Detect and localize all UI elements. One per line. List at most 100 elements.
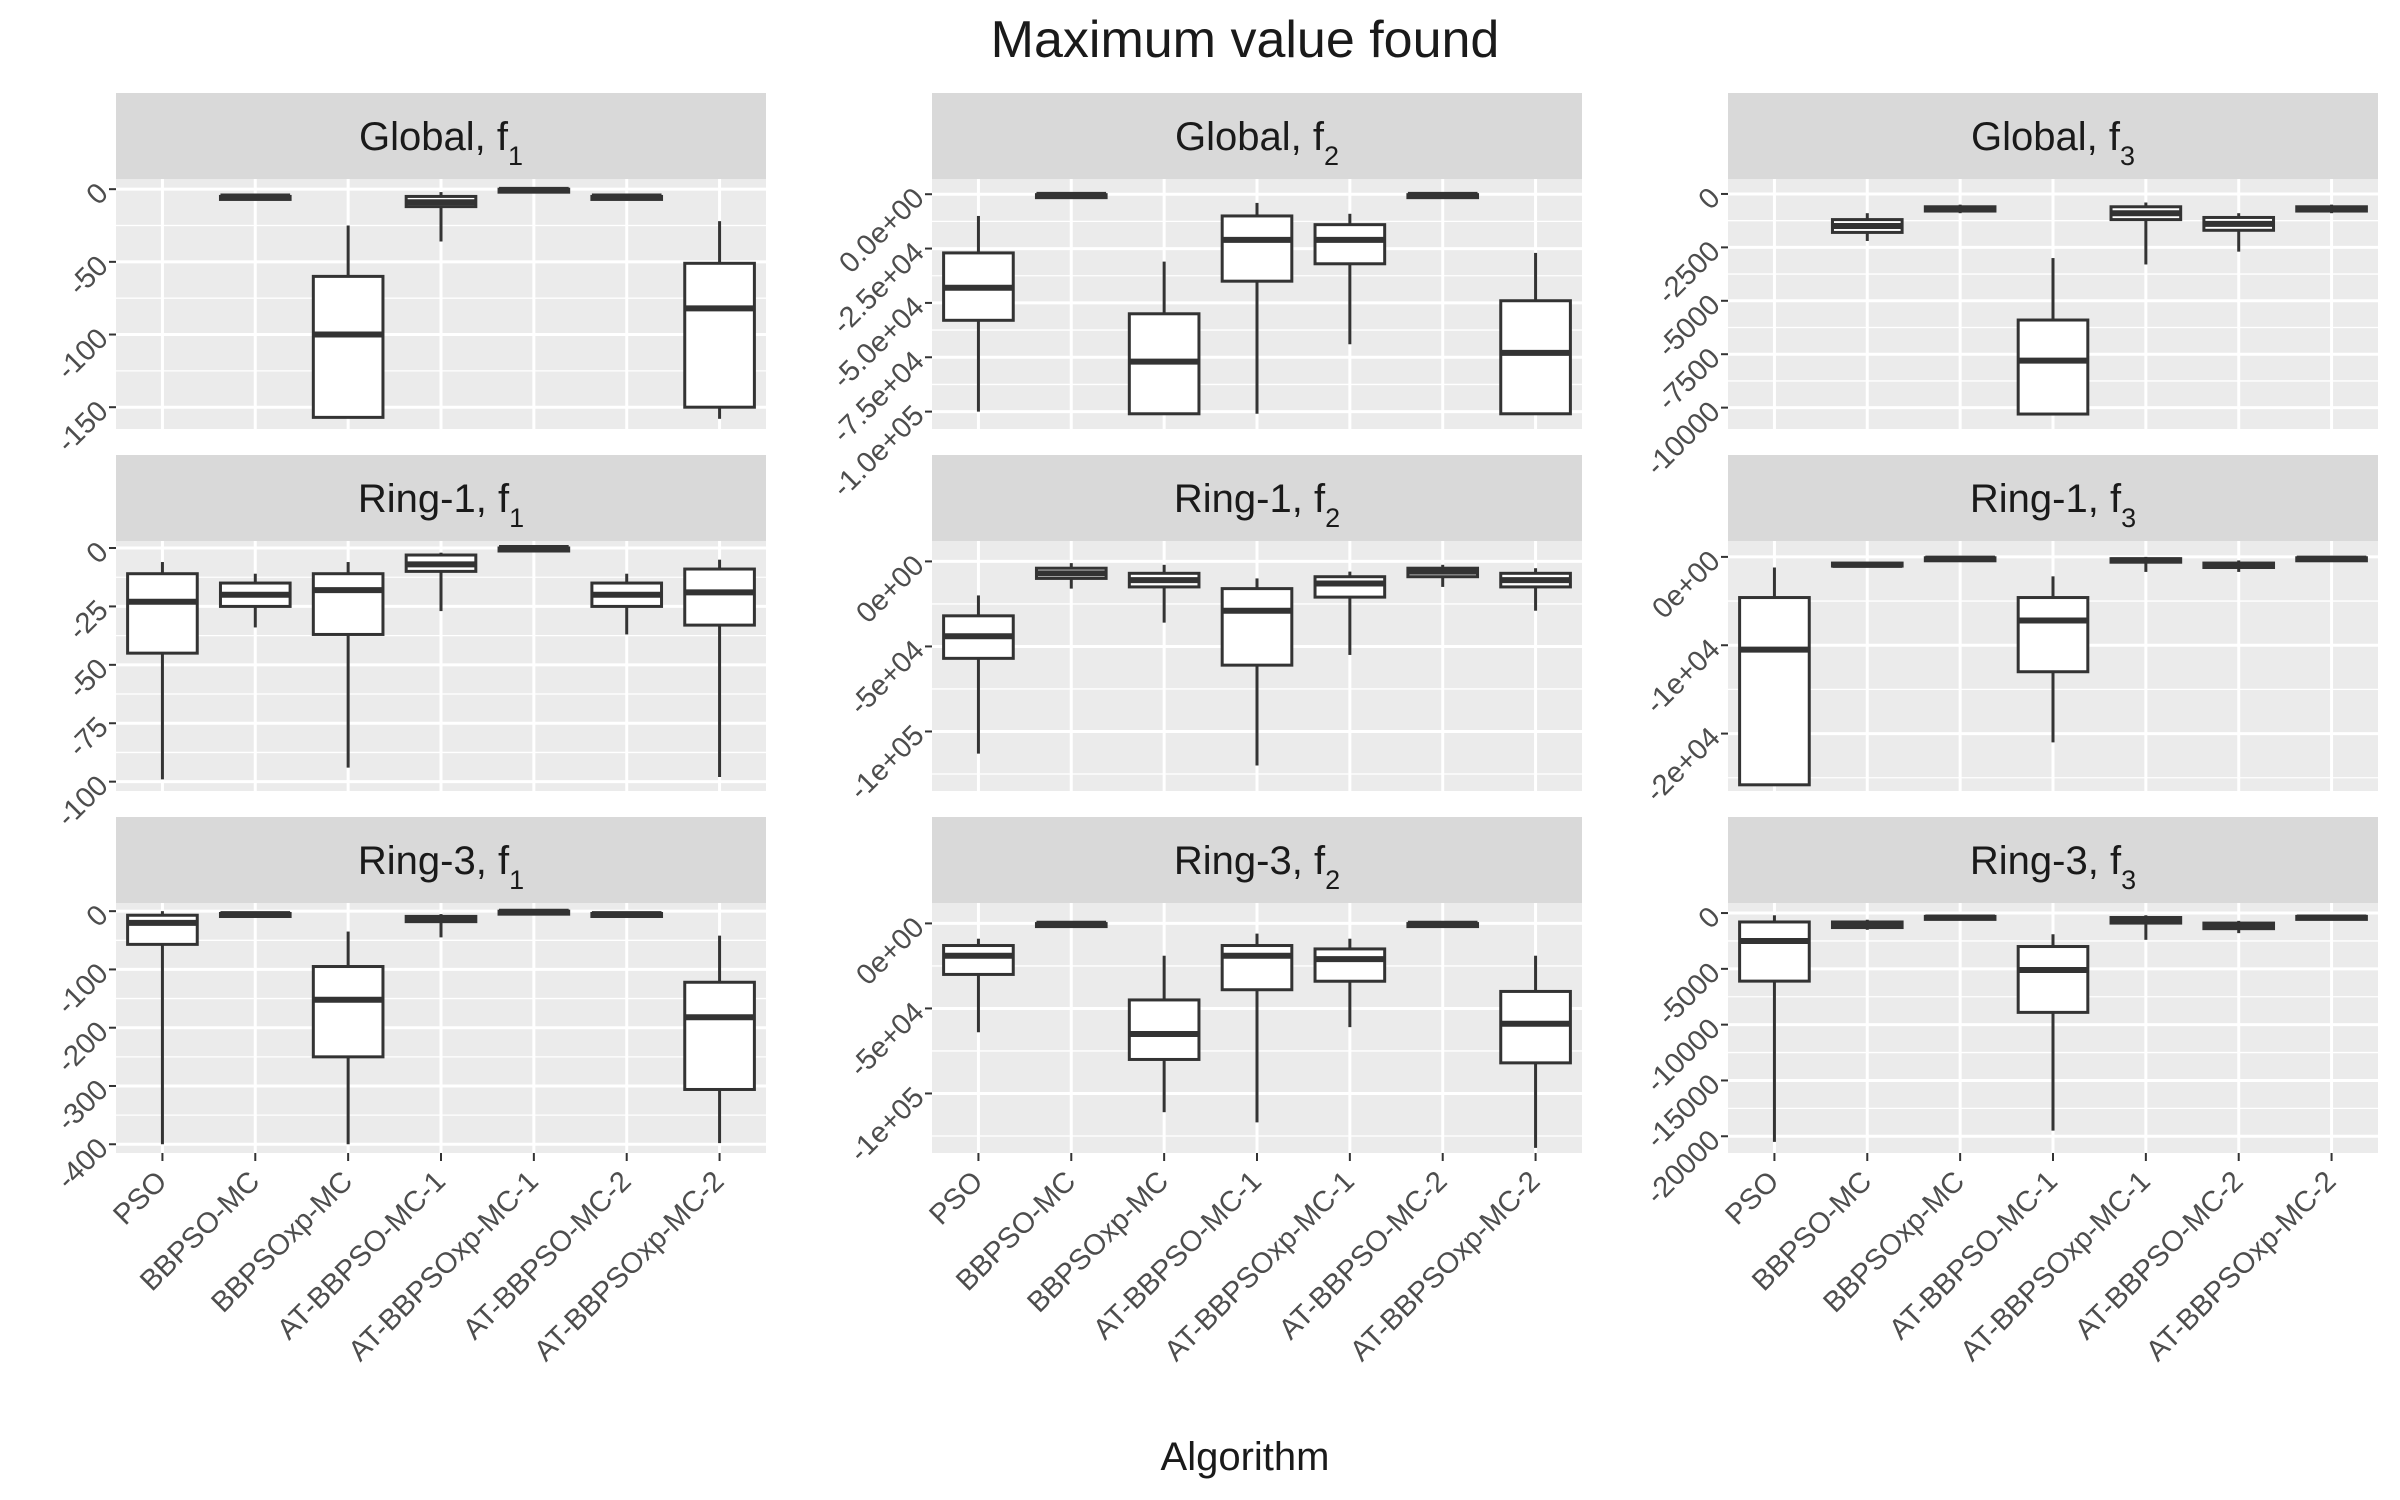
box-iqr [2016,945,2090,1014]
box-at-bbpso-mc-2 [590,573,664,635]
box-bbpsoxp-mc [1923,555,1997,563]
facet-strip [116,93,766,179]
box-bbpsoxp-mc [1923,204,1997,214]
y-tick-label: -1e+05 [844,719,931,806]
box-iqr [2016,596,2090,674]
box-bbpsoxp-mc [1127,261,1201,416]
box-at-bbpsoxp-mc-1 [2109,556,2183,572]
box-at-bbpsoxp-mc-2 [1499,252,1572,416]
facet-panel: Ring-3, f20e+00-5e+04-1e+05PSOBBPSO-MCBB… [844,817,1582,1368]
box-at-bbpso-mc-2 [1406,564,1480,587]
box-bbpso-mc [1830,213,1904,241]
x-tick-label: AT-BBPSO-MC-1 [271,1165,452,1346]
box-at-bbpso-mc-1 [1220,202,1294,414]
box-iqr [683,567,756,627]
box-at-bbpsoxp-mc-2 [683,221,756,419]
box-iqr [126,572,199,655]
x-tick-label: AT-BBPSO-MC-2 [457,1165,638,1346]
box-bbpso-mc [218,911,292,918]
x-tick-label: AT-BBPSO-MC-2 [2069,1165,2250,1346]
y-tick-label: -25 [62,594,114,646]
box-at-bbpsoxp-mc-2 [683,559,756,777]
box-iqr [1499,989,1572,1065]
x-tick-label: PSO [923,1165,989,1231]
box-at-bbpso-mc-1 [404,552,478,612]
box-pso [942,215,1015,412]
y-tick-label: -75 [62,711,114,763]
box-at-bbpso-mc-1 [404,192,478,242]
box-bbpso-mc [1034,191,1108,200]
y-tick-label: -10000 [1640,396,1726,482]
box-at-bbpsoxp-mc-2 [2295,204,2368,214]
box-bbpsoxp-mc [311,225,385,419]
y-tick-label: -2e+04 [1640,722,1727,809]
y-tick-label: 0 [1693,182,1727,216]
x-tick-label: AT-BBPSO-MC-1 [1883,1165,2064,1346]
y-tick-label: -100 [51,770,115,834]
x-tick-label: AT-BBPSO-MC-2 [1273,1165,1454,1346]
box-at-bbpsoxp-mc-1 [2109,202,2183,265]
box-bbpso-mc [218,573,292,628]
x-tick-label: PSO [107,1165,173,1231]
y-tick-label: -200 [51,1016,115,1080]
facet-strip [116,817,766,903]
box-bbpso-mc [1830,561,1904,568]
facet-strip [932,455,1582,541]
facet-panel: Ring-1, f10-25-50-75-100 [51,455,766,833]
y-tick-label: -2500 [1652,235,1727,310]
facet-strip [932,93,1582,179]
box-at-bbpsoxp-mc-1 [2109,915,2183,940]
y-tick-label: 0e+00 [850,549,930,629]
box-at-bbpsoxp-mc-1 [1313,571,1387,655]
facet-panel: Ring-3, f10-100-200-300-400PSOBBPSO-MCBB… [51,817,766,1368]
box-iqr [1127,998,1201,1061]
chart-title: Maximum value found [991,11,1500,69]
box-iqr [311,572,385,636]
box-at-bbpso-mc-1 [1220,578,1294,766]
box-bbpsoxp-mc [1127,955,1201,1113]
y-tick-label: -5e+04 [844,634,931,721]
box-at-bbpsoxp-mc-2 [2295,555,2368,563]
box-at-bbpso-mc-2 [590,193,664,201]
box-pso [1738,567,1811,787]
y-tick-label: 0e+00 [1646,545,1726,625]
y-tick-label: 0 [81,177,115,211]
box-bbpsoxp-mc [1127,564,1201,623]
box-at-bbpso-mc-1 [2016,934,2090,1131]
box-iqr [311,274,385,419]
facet-panel: Ring-3, f30-5000-10000-15000-20000PSOBBP… [1640,817,2378,1368]
y-tick-label: -300 [51,1074,115,1138]
facet-strip [932,817,1582,903]
box-bbpso-mc [1034,920,1108,929]
box-iqr [1313,575,1387,599]
y-tick-label: -400 [51,1132,115,1196]
facet-panel: Global, f10-50-100-150 [51,93,766,459]
box-bbpso-mc [1034,563,1108,589]
y-tick-label: 0e+00 [850,911,930,991]
box-iqr [1313,223,1387,266]
box-at-bbpsoxp-mc-1 [1313,938,1387,1028]
box-at-bbpso-mc-2 [590,911,664,918]
x-tick-label: PSO [1719,1165,1785,1231]
box-bbpsoxp-mc [311,562,385,768]
y-tick-label: -5000 [1652,957,1727,1032]
box-at-bbpso-mc-1 [1220,933,1294,1123]
y-tick-label: -50 [62,653,114,705]
y-tick-label: 0 [81,536,115,570]
box-at-bbpsoxp-mc-1 [497,186,571,194]
box-at-bbpsoxp-mc-2 [683,935,756,1144]
box-at-bbpso-mc-2 [2202,920,2276,934]
y-tick-label: -150 [51,395,115,459]
box-pso [942,938,1015,1033]
y-tick-label: -5e+04 [844,996,931,1083]
box-iqr [2016,318,2090,416]
box-bbpso-mc [1830,919,1904,930]
box-iqr [126,913,199,946]
facet-strip [1728,93,2378,179]
box-at-bbpsoxp-mc-1 [497,545,571,553]
box-at-bbpsoxp-mc-1 [497,908,571,916]
box-pso [1738,915,1811,1142]
box-iqr [683,261,756,409]
box-at-bbpso-mc-2 [1406,191,1480,200]
